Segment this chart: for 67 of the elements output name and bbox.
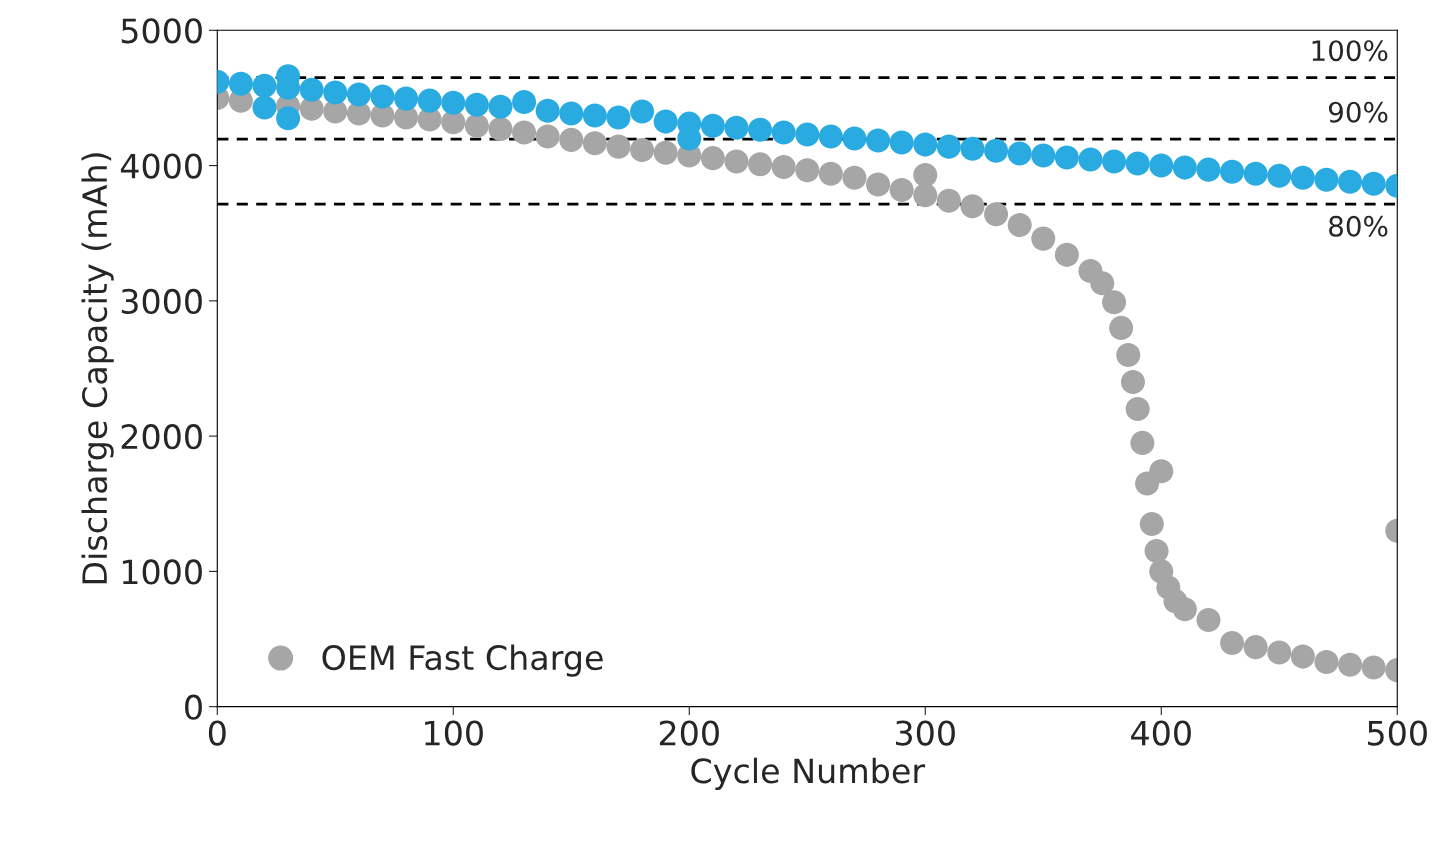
point — [394, 86, 419, 111]
legend-label: OEM Fast Charge — [322, 644, 603, 677]
y-tick-label: 0 — [185, 694, 202, 720]
point — [1007, 141, 1032, 166]
point — [1102, 149, 1127, 174]
point — [488, 94, 513, 119]
point — [252, 95, 277, 120]
point — [370, 84, 395, 109]
point — [1338, 169, 1363, 194]
point — [512, 89, 537, 115]
point — [1031, 143, 1056, 168]
point — [228, 71, 253, 96]
point — [1267, 163, 1292, 188]
y-tick-label: 2000 — [121, 424, 202, 450]
point — [1220, 159, 1245, 184]
point — [346, 82, 371, 107]
point — [960, 136, 985, 161]
point — [582, 103, 607, 128]
point — [984, 138, 1009, 163]
point — [464, 92, 489, 117]
annotation: 100% — [1312, 40, 1388, 62]
point — [630, 99, 655, 124]
y-tick-label: 4000 — [120, 153, 202, 179]
point — [252, 73, 277, 98]
annotation: 80% — [1329, 215, 1388, 237]
y-tick-label: 5000 — [121, 18, 202, 44]
point — [771, 120, 796, 145]
y-tick-label: 1000 — [122, 559, 202, 585]
point — [1243, 161, 1268, 186]
point — [818, 124, 843, 149]
x-tick-label: 500 — [1368, 720, 1427, 746]
point — [1149, 153, 1174, 178]
x-tick-label: 100 — [425, 720, 483, 746]
point — [889, 130, 914, 155]
point — [559, 101, 584, 126]
x-tick-label: 400 — [1131, 720, 1191, 746]
point — [1172, 155, 1197, 180]
point — [1054, 145, 1079, 170]
point — [323, 80, 348, 105]
point — [299, 77, 324, 102]
point — [1314, 167, 1339, 192]
point — [936, 134, 961, 159]
point — [1125, 151, 1150, 176]
point — [1196, 157, 1221, 182]
point — [1290, 165, 1315, 190]
point — [276, 106, 301, 131]
point — [535, 98, 560, 123]
point — [417, 88, 442, 113]
point — [1078, 147, 1103, 172]
x-tick-label: 0 — [208, 720, 226, 746]
x-tick-label: 200 — [659, 720, 719, 746]
point — [842, 126, 867, 151]
annotation: 90% — [1328, 101, 1388, 123]
y-axis-title: Discharge Capacity (mAh) — [81, 153, 114, 584]
x-axis-title: Cycle Number — [691, 757, 926, 790]
point — [606, 105, 631, 130]
point — [1361, 171, 1386, 196]
point — [441, 90, 466, 115]
point — [748, 117, 773, 142]
point — [913, 132, 938, 157]
point — [700, 113, 725, 138]
y-tick-label: 3000 — [121, 288, 202, 314]
point — [795, 122, 820, 147]
point — [866, 128, 891, 153]
x-tick-label: 300 — [896, 720, 955, 746]
point — [724, 115, 749, 140]
point — [653, 109, 678, 134]
